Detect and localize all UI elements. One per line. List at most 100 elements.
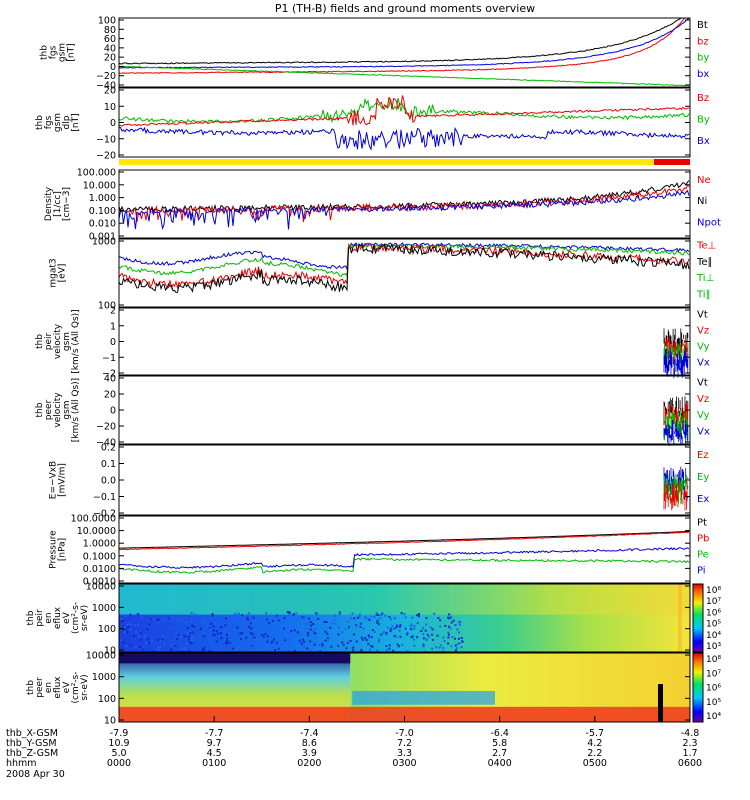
ion-spectrogram-pixel: [389, 627, 392, 630]
ion-spectrogram-pixel: [315, 612, 317, 615]
y-tick-label: −2: [102, 369, 116, 380]
ion-spectrogram-pixel: [284, 650, 287, 653]
footer-row-label: thb_Y-GSM: [6, 738, 57, 749]
ion-spectrogram-pixel: [213, 622, 216, 625]
date-label: 2008 Apr 30: [6, 769, 65, 780]
ion-spectrogram-pixel: [252, 616, 255, 619]
ion-spectrogram-pixel: [454, 644, 457, 647]
legend-entry: Pe: [697, 549, 709, 560]
ion-spectrogram-pixel: [125, 645, 128, 648]
y-axis-label: thb: [26, 610, 36, 625]
ion-spectrogram-pixel: [417, 613, 420, 616]
y-tick-label: 10000: [86, 651, 116, 662]
ion-spectrogram-pixel: [398, 629, 401, 632]
ion-spectrogram-pixel: [256, 643, 259, 646]
footer-value: 3.9: [302, 748, 317, 759]
y-axis-label: eflux: [53, 606, 63, 629]
ion-spectrogram-pixel: [330, 645, 333, 648]
y-axis-label: [km/s (All Qs)]: [71, 309, 81, 373]
ion-spectrogram-pixel: [350, 617, 352, 620]
ion-spectrogram-pixel: [309, 628, 312, 631]
ion-spectrogram-pixel: [226, 633, 228, 636]
y-tick-label: 1000: [92, 603, 116, 614]
ion-spectrogram-pixel: [225, 617, 227, 620]
ion-spectrogram-pixel: [442, 636, 445, 639]
ion-spectrogram-pixel: [301, 643, 303, 646]
y-axis-label: dlp: [62, 115, 72, 129]
ion-spectrogram-pixel: [189, 641, 191, 644]
burst-peir-3: [663, 348, 689, 379]
ion-spectrogram-pixel: [370, 645, 373, 648]
ion-spectrogram-pixel: [337, 633, 340, 636]
ion-spectrogram-pixel: [245, 620, 248, 622]
footer-value: 3.3: [397, 748, 412, 759]
ion-spectrogram-pixel: [190, 639, 193, 642]
colorbar-label: 10⁴: [706, 631, 721, 641]
ion-spectrogram-stripe: [678, 584, 682, 652]
ion-spectrogram-pixel: [352, 649, 355, 652]
ion-spectrogram-pixel: [231, 647, 234, 650]
ion-spectrogram-pixel: [201, 650, 204, 653]
line-bx: [118, 17, 690, 69]
ion-spectrogram-pixel: [129, 628, 132, 631]
y-axis-label: Density: [44, 186, 54, 221]
y-tick-label: 100: [98, 624, 116, 635]
ion-spectrogram-pixel: [277, 647, 280, 650]
ion-spectrogram-pixel: [177, 633, 180, 636]
ion-spectrogram-pixel: [175, 618, 178, 621]
footer-value: -7.4: [300, 728, 319, 739]
ion-spectrogram-pixel: [393, 634, 396, 637]
colorbar-label: 10⁷: [706, 597, 721, 607]
colorbar-label: 10⁸: [706, 586, 721, 596]
ion-spectrogram-pixel: [330, 626, 333, 629]
ion-spectrogram-pixel: [417, 622, 419, 625]
ion-spectrogram-pixel: [288, 611, 291, 614]
ion-spectrogram-pixel: [174, 645, 177, 647]
ion-spectrogram-pixel: [319, 650, 322, 653]
line-Tepar: [118, 243, 690, 294]
ion-spectrogram-pixel: [395, 635, 398, 638]
ion-spectrogram-pixel: [250, 622, 252, 625]
y-axis-label: E=−VxB: [49, 461, 59, 499]
ion-spectrogram-pixel: [240, 625, 242, 628]
ion-spectrogram-pixel: [151, 650, 154, 653]
ion-spectrogram-pixel: [412, 638, 415, 641]
ion-spectrogram-pixel: [140, 638, 143, 641]
ion-spectrogram-pixel: [329, 626, 332, 629]
ion-spectrogram-pixel: [341, 641, 344, 644]
ion-spectrogram-pixel: [331, 621, 334, 624]
ion-spectrogram-pixel: [275, 614, 278, 617]
ion-spectrogram-pixel: [422, 643, 425, 646]
ion-spectrogram-pixel: [364, 617, 367, 620]
ion-spectrogram-pixel: [156, 618, 159, 621]
y-tick-label: 40: [104, 43, 116, 54]
y-axis-label: sr-eV): [80, 674, 90, 700]
ion-spectrogram-pixel: [459, 620, 462, 623]
ion-spectrogram-pixel: [191, 628, 194, 631]
ion-spectrogram-pixel: [222, 621, 225, 624]
ion-spectrogram-pixel: [203, 649, 206, 652]
ion-spectrogram-pixel: [403, 613, 406, 615]
footer-row-label: hhmm: [6, 758, 37, 769]
ion-spectrogram-pixel: [170, 648, 173, 651]
ion-spectrogram-pixel: [431, 647, 434, 650]
ion-spectrogram-pixel: [193, 623, 196, 626]
ion-spectrogram-pixel: [266, 620, 269, 623]
ion-spectrogram-pixel: [266, 618, 269, 621]
ion-spectrogram-pixel: [226, 640, 229, 643]
ion-spectrogram-pixel: [243, 620, 246, 623]
ion-spectrogram-pixel: [246, 617, 249, 619]
ion-spectrogram-pixel: [174, 632, 177, 635]
y-axis-label: [nT]: [67, 43, 77, 61]
x-tick-label: 0200: [297, 758, 321, 769]
panel-frame: [118, 515, 691, 584]
ion-spectrogram-pixel: [386, 626, 389, 629]
ion-spectrogram-pixel: [388, 647, 391, 650]
chart-title: P1 (TH-B) fields and ground moments over…: [275, 2, 535, 15]
ion-spectrogram-pixel: [370, 636, 373, 639]
ion-spectrogram-pixel: [450, 645, 453, 648]
y-tick-label: 100: [98, 694, 116, 705]
ion-spectrogram-pixel: [367, 634, 370, 637]
ion-spectrogram-pixel: [127, 622, 130, 625]
ion-spectrogram-pixel: [134, 646, 137, 649]
